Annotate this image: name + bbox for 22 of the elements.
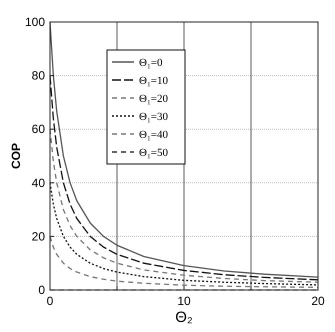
line-series bbox=[49, 128, 319, 283]
y-axis-title: COP bbox=[9, 142, 23, 170]
y-tick-label: 40 bbox=[32, 176, 46, 190]
legend-label: Θ₁=0 bbox=[139, 57, 163, 69]
x-tick-label: 0 bbox=[46, 294, 54, 308]
legend-label: Θ₁=20 bbox=[139, 93, 168, 105]
x-tick-label: 20 bbox=[311, 294, 325, 308]
line-series bbox=[49, 182, 319, 286]
legend-label: Θ₁=40 bbox=[139, 129, 168, 141]
x-tick-label: 10 bbox=[177, 294, 191, 308]
legend-label: Θ₁=10 bbox=[139, 75, 168, 87]
legend-label: Θ₁=50 bbox=[139, 147, 168, 159]
legend-label: Θ₁=30 bbox=[139, 111, 168, 123]
x-axis-title: Θ₂ bbox=[175, 309, 193, 326]
line-series bbox=[49, 74, 319, 280]
y-tick-label: 80 bbox=[32, 68, 46, 83]
y-tick-label: 60 bbox=[32, 122, 46, 136]
y-tick-label: 20 bbox=[32, 229, 46, 244]
line-series bbox=[49, 21, 319, 278]
y-tick-label: 0 bbox=[38, 283, 46, 297]
y-tick-label: 100 bbox=[24, 15, 46, 29]
line-series bbox=[49, 236, 319, 288]
